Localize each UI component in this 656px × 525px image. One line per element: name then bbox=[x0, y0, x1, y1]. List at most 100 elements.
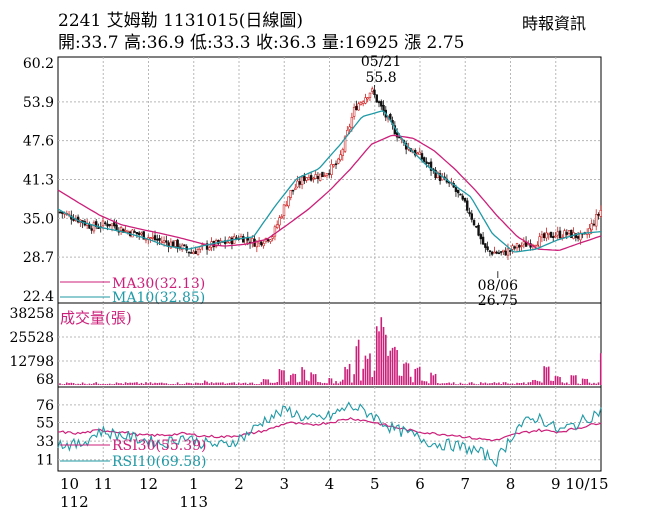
candle-body bbox=[72, 219, 75, 221]
candle-body bbox=[106, 223, 109, 227]
volume-bar bbox=[470, 382, 473, 385]
candle-body bbox=[153, 235, 157, 241]
volume-bar bbox=[108, 383, 111, 385]
volume-bar bbox=[308, 381, 310, 385]
volume-bar bbox=[188, 382, 190, 385]
volume-bar bbox=[532, 380, 534, 385]
volume-bar bbox=[271, 382, 274, 385]
volume-bar bbox=[321, 383, 324, 385]
candle-body bbox=[466, 200, 469, 211]
volume-bar bbox=[525, 384, 527, 385]
candle-body bbox=[497, 252, 501, 255]
candle-body bbox=[126, 231, 130, 233]
x-tick-label: 9 bbox=[551, 475, 561, 493]
candle-body bbox=[316, 176, 320, 179]
price-legend: MA30(32.13) MA10(32.85) bbox=[60, 276, 205, 306]
volume-bar bbox=[375, 326, 378, 385]
volume-bar bbox=[423, 381, 426, 385]
volume-bar bbox=[192, 384, 195, 385]
volume-bar bbox=[369, 353, 371, 385]
candle-body bbox=[151, 236, 154, 239]
volume-bar bbox=[432, 375, 435, 385]
candle-body bbox=[364, 97, 367, 104]
rsi-panel: 76 55 33 11 RSI30(55.39) RSI10(69.58) bbox=[36, 386, 602, 472]
volume-bar bbox=[319, 382, 321, 385]
rsi30-line bbox=[57, 417, 602, 442]
volume-bar bbox=[165, 383, 168, 385]
volume-bar bbox=[437, 383, 439, 385]
candle-body bbox=[287, 196, 290, 207]
candle-body bbox=[294, 187, 297, 190]
candle-body bbox=[493, 251, 496, 254]
volume-bar bbox=[129, 382, 131, 385]
candle-body bbox=[285, 204, 288, 207]
volume-bar bbox=[328, 378, 331, 385]
volume-bar bbox=[418, 366, 421, 385]
candle-body bbox=[484, 243, 487, 248]
volume-bar bbox=[312, 374, 315, 385]
volume-bar bbox=[448, 382, 450, 385]
price-tick-label: 41.3 bbox=[23, 173, 54, 189]
volume-bar bbox=[240, 383, 242, 385]
candle-body bbox=[352, 106, 356, 117]
volume-bar bbox=[70, 382, 73, 385]
candle-body bbox=[266, 239, 270, 242]
volume-bar bbox=[556, 376, 559, 385]
candle-body bbox=[337, 158, 340, 164]
candle-body bbox=[461, 195, 464, 200]
volume-bar bbox=[305, 380, 308, 385]
volume-bar bbox=[156, 383, 159, 385]
volume-bar bbox=[86, 384, 88, 385]
volume-bar bbox=[464, 384, 466, 385]
volume-bar bbox=[77, 383, 79, 385]
candle-body bbox=[137, 232, 141, 235]
rsi-tick-label: 76 bbox=[36, 398, 54, 414]
volume-bar bbox=[97, 383, 100, 385]
volume-bar bbox=[314, 374, 317, 385]
volume-bar bbox=[480, 382, 482, 385]
candle-body bbox=[330, 163, 333, 175]
volume-bars bbox=[59, 317, 602, 385]
volume-bar bbox=[231, 382, 233, 385]
candle-body bbox=[323, 175, 326, 177]
candle-body bbox=[371, 88, 374, 92]
volume-bar bbox=[586, 378, 588, 385]
volume-bar bbox=[204, 380, 206, 385]
volume-bar bbox=[172, 383, 174, 385]
candle-body bbox=[165, 240, 168, 243]
candle-body bbox=[269, 239, 272, 242]
volume-bar bbox=[335, 381, 337, 385]
candle-body bbox=[597, 214, 600, 216]
candle-body bbox=[183, 244, 186, 247]
volume-bar bbox=[208, 383, 211, 385]
volume-bar bbox=[124, 382, 127, 385]
volume-bar bbox=[344, 366, 346, 385]
candle-body bbox=[395, 132, 399, 138]
candle-body bbox=[348, 126, 351, 130]
candle-body bbox=[454, 187, 458, 192]
candle-body bbox=[255, 241, 259, 248]
candle-body bbox=[242, 236, 245, 243]
candle-body bbox=[160, 241, 164, 244]
volume-bar bbox=[246, 383, 249, 385]
volume-bar bbox=[595, 383, 598, 385]
price-tick-label: 22.4 bbox=[23, 289, 54, 305]
candle-body bbox=[456, 189, 460, 194]
x-tick-label: 1 bbox=[189, 475, 199, 493]
volume-bar bbox=[256, 384, 258, 385]
candle-body bbox=[547, 232, 550, 235]
volume-bar bbox=[296, 382, 299, 385]
rsi10-line bbox=[57, 401, 602, 468]
candle-body bbox=[506, 248, 510, 256]
volume-bar bbox=[233, 382, 236, 385]
volume-bar bbox=[382, 326, 385, 385]
volume-bar bbox=[575, 375, 577, 385]
ma10-line bbox=[57, 110, 602, 253]
volume-bar bbox=[294, 373, 297, 385]
volume-bar bbox=[72, 383, 75, 385]
volume-bar bbox=[301, 367, 303, 385]
volume-bar bbox=[538, 381, 541, 385]
candle-body bbox=[481, 236, 485, 245]
candle-body bbox=[375, 94, 378, 103]
